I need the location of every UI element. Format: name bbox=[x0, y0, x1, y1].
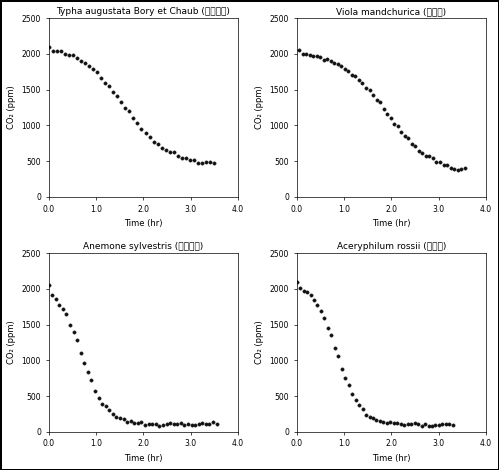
Title: Aceryphilum rossii (돌단풍): Aceryphilum rossii (돌단풍) bbox=[337, 242, 446, 251]
X-axis label: Time (hr): Time (hr) bbox=[124, 454, 163, 463]
Y-axis label: CO₂ (ppm): CO₂ (ppm) bbox=[255, 86, 264, 129]
Y-axis label: CO₂ (ppm): CO₂ (ppm) bbox=[255, 321, 264, 364]
Y-axis label: CO₂ (ppm): CO₂ (ppm) bbox=[7, 321, 16, 364]
Title: Viola mandchurica (제비꽃): Viola mandchurica (제비꽃) bbox=[336, 7, 447, 16]
Y-axis label: CO₂ (ppm): CO₂ (ppm) bbox=[7, 86, 16, 129]
X-axis label: Time (hr): Time (hr) bbox=[124, 219, 163, 228]
X-axis label: Time (hr): Time (hr) bbox=[372, 219, 411, 228]
Title: Typha augustata Bory et Chaub (애기부들): Typha augustata Bory et Chaub (애기부들) bbox=[56, 7, 230, 16]
Title: Anemone sylvestris (아네모네): Anemone sylvestris (아네모네) bbox=[83, 242, 203, 251]
X-axis label: Time (hr): Time (hr) bbox=[372, 454, 411, 463]
